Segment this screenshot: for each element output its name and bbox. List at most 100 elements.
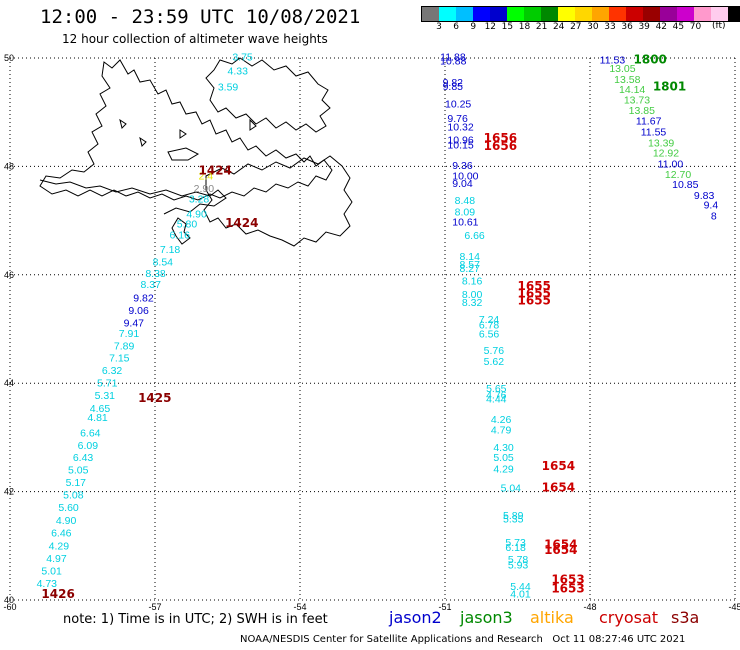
swh-value: 4.29: [49, 541, 70, 553]
swh-value: 8.14: [460, 251, 481, 263]
swh-value: 5.60: [58, 502, 79, 514]
satellite-legend-item: altika: [530, 608, 574, 627]
scale-swatch: [490, 7, 507, 21]
newfoundland: [203, 155, 353, 247]
swh-value: 7.18: [160, 244, 181, 256]
swh-value: 9.4: [704, 200, 719, 212]
scale-swatch: [626, 7, 643, 21]
swh-value: 8.00: [462, 289, 483, 301]
swh-value: 4.33: [228, 65, 249, 77]
swh-value: 8.37: [141, 279, 162, 291]
time-label: 1424: [225, 216, 258, 230]
scale-swatch: [507, 7, 524, 21]
swh-value: 5.08: [63, 490, 84, 502]
swh-value: 5.73: [505, 537, 526, 549]
swh-value: 6.46: [51, 528, 72, 540]
swh-value: 9.82: [443, 77, 464, 89]
scale-label: 30: [587, 22, 599, 32]
lon-label: -51: [438, 602, 451, 612]
swh-value: 9.83: [694, 190, 715, 202]
swh-value: 9.85: [443, 81, 464, 93]
scale-swatch: [575, 7, 592, 21]
map-title: 12:00 - 23:59 UTC 10/08/2021: [40, 6, 361, 28]
swh-value: 13.85: [629, 105, 655, 117]
swh-value: 4.90: [186, 208, 207, 220]
swh-value: 13.05: [609, 63, 635, 75]
swh-value: 8.27: [460, 263, 481, 275]
lat-label: 40: [4, 595, 14, 605]
axis-labels: -60 -57 -54 -51 -48 -45 40 42 44 46 48 50: [3, 53, 740, 612]
scale-label: 24: [552, 22, 565, 32]
swh-value: 3.75: [232, 52, 253, 64]
scale-swatch: [643, 7, 660, 21]
swh-value: 4.97: [46, 553, 67, 565]
swh-value: 9.76: [447, 113, 468, 125]
grid-lines: [9, 57, 736, 601]
scale-swatch: [728, 7, 740, 21]
satellite-legend-item: cryosat: [599, 608, 659, 627]
scale-label: 9: [470, 22, 477, 32]
labrador-coast: [39, 59, 333, 201]
swh-value: 4.73: [37, 578, 58, 590]
swh-value: 7.89: [114, 341, 135, 353]
swh-value: 5.05: [68, 465, 89, 477]
swh-value: 5.78: [508, 554, 529, 566]
swh-value: 6.43: [73, 452, 94, 464]
swh-value: 5.05: [493, 452, 514, 464]
swh-value: 8.09: [455, 207, 476, 219]
swh-value: 7.91: [119, 328, 140, 340]
scale-swatch: [439, 7, 456, 21]
time-label: 1656: [484, 131, 517, 145]
scale-swatch: [456, 7, 473, 21]
swh-value: 10.00: [452, 170, 478, 182]
swh-value: 4.65: [90, 403, 111, 415]
time-label: 1801: [653, 80, 686, 94]
swh-value: 5.17: [66, 477, 87, 489]
swh-value: 11.88: [440, 52, 466, 64]
scale-swatch: [541, 7, 558, 21]
satellite-legend-item: jason3: [460, 608, 513, 627]
lat-label: 44: [4, 378, 14, 388]
swh-value: 5.04: [501, 483, 522, 495]
scale-swatch: [609, 7, 626, 21]
map-subtitle: 12 hour collection of altimeter wave hei…: [62, 32, 328, 46]
scale-label: 39: [638, 22, 650, 32]
time-label: 1426: [41, 587, 74, 601]
swh-value: 11.67: [636, 116, 662, 128]
swh-value: 5.35: [503, 513, 524, 525]
satellite-legend-item: s3a: [671, 608, 700, 627]
scale-swatch: [677, 7, 694, 21]
swh-value: 5.44: [510, 581, 531, 593]
scale-label: 6: [453, 22, 459, 32]
swh-value: 13.39: [648, 137, 674, 149]
swh-value: 4.26: [491, 414, 512, 426]
time-label: 1653: [551, 573, 584, 587]
scale-unit: (ft): [712, 21, 726, 31]
swh-value: 7.15: [109, 353, 130, 365]
swh-value: 3.59: [218, 82, 239, 94]
small-isles: [119, 118, 257, 147]
scale-label: 45: [672, 22, 685, 32]
scale-swatch: [711, 7, 728, 21]
lon-label: -57: [148, 602, 161, 612]
satellite-tracks: 11.5313.0513.5814.1413.7313.8511.6711.55…: [37, 52, 719, 601]
time-label: 1425: [138, 391, 171, 405]
scale-swatch: [660, 7, 677, 21]
lon-label: -45: [728, 602, 740, 612]
swh-value: 9.04: [452, 178, 473, 190]
scale-swatch: [592, 7, 609, 21]
lat-label: 48: [4, 161, 14, 171]
lon-label: -60: [3, 602, 16, 612]
scale-label: 21: [535, 22, 548, 32]
scale-label: 12: [484, 22, 497, 32]
swh-value: 9.47: [124, 317, 145, 329]
time-label: 1655: [518, 279, 551, 293]
swh-value: 8.54: [153, 257, 174, 269]
swh-value: 7.24: [479, 314, 500, 326]
scale-label: 18: [518, 22, 531, 32]
scale-label: 36: [621, 22, 633, 32]
note-text: note: 1) Time is in UTC; 2) SWH is in fe…: [63, 612, 328, 627]
swh-value: 14.14: [619, 84, 645, 96]
satellite-legend-item: jason2: [389, 608, 442, 627]
